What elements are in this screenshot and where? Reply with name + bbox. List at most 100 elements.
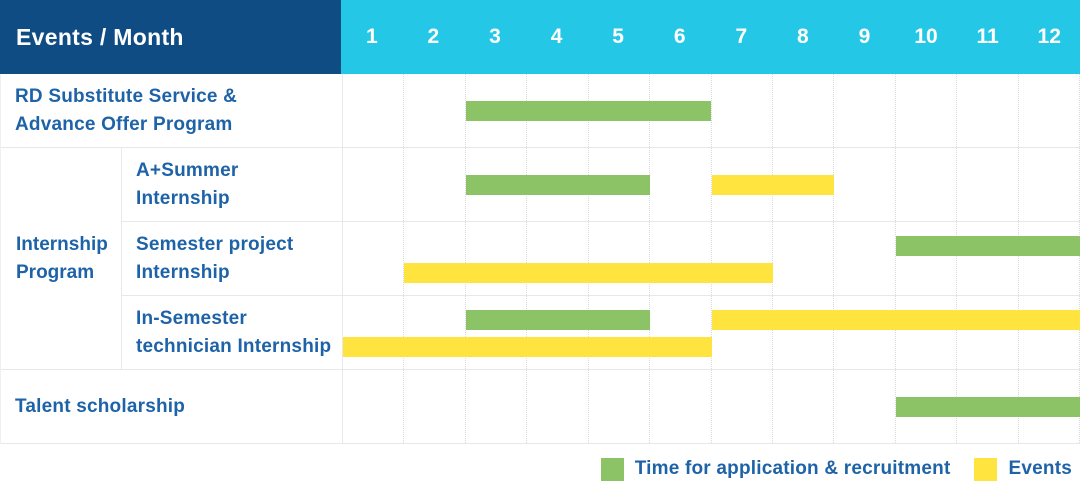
legend-item-events: Events xyxy=(974,457,1072,481)
month-label: 11 xyxy=(976,25,999,48)
month-cell xyxy=(589,370,651,443)
row-a-plus-summer-internship: A+Summer Internship xyxy=(121,148,1080,222)
month-cell xyxy=(404,148,466,221)
row-label-line: technician Internship xyxy=(136,335,332,357)
month-label: 4 xyxy=(550,25,563,48)
row-in-semester-technician-internship: In-Semester technician Internship xyxy=(121,296,1080,370)
group-label-line: Internship xyxy=(16,233,108,255)
month-cell xyxy=(773,370,835,443)
month-cell xyxy=(404,222,466,295)
month-cell xyxy=(957,296,1019,369)
legend-label: Events xyxy=(1008,458,1072,479)
row-label-rd-substitute: RD Substitute Service & Advance Offer Pr… xyxy=(1,74,342,147)
month-cell xyxy=(343,370,405,443)
month-cell xyxy=(1019,296,1080,369)
events-month-header: Events / Month xyxy=(0,0,341,74)
month-cell xyxy=(589,222,651,295)
chart-row-rd-substitute xyxy=(342,74,1080,147)
month-cell xyxy=(527,222,589,295)
month-cell xyxy=(343,296,405,369)
gantt-bar-green xyxy=(465,175,651,195)
month-cell xyxy=(527,296,589,369)
chart-row-semester-project xyxy=(342,222,1080,295)
month-cell xyxy=(343,222,405,295)
row-talent-scholarship: Talent scholarship xyxy=(1,370,1080,444)
gantt-bar-yellow xyxy=(711,175,835,195)
month-cell xyxy=(404,74,466,147)
month-cell xyxy=(834,74,896,147)
legend-item-application-recruitment: Time for application & recruitment xyxy=(600,457,951,481)
legend-swatch-yellow xyxy=(974,457,998,481)
month-cell xyxy=(650,222,712,295)
table-body: RD Substitute Service & Advance Offer Pr… xyxy=(0,74,1080,444)
month-cell xyxy=(466,370,528,443)
row-label-in-semester-technician: In-Semester technician Internship xyxy=(121,296,342,369)
month-cell xyxy=(712,222,773,295)
month-cell xyxy=(466,222,528,295)
month-cell xyxy=(957,222,1019,295)
group-sub-rows: A+Summer Internship Semester project Int… xyxy=(121,148,1080,370)
month-cell xyxy=(343,74,405,147)
month-label: 5 xyxy=(612,25,624,48)
month-cell xyxy=(1019,148,1080,221)
month-cell xyxy=(650,148,712,221)
row-label-line: Internship xyxy=(136,261,230,283)
legend: Time for application & recruitment Event… xyxy=(0,444,1080,494)
month-cell xyxy=(773,296,835,369)
gantt-bar-green xyxy=(895,397,1080,417)
row-label-semester-project: Semester project Internship xyxy=(121,222,342,295)
month-cell xyxy=(834,222,896,295)
month-label: 3 xyxy=(489,25,501,48)
month-label: 12 xyxy=(1037,25,1061,48)
month-cell xyxy=(404,296,466,369)
month-cell xyxy=(896,222,958,295)
month-label: 6 xyxy=(673,25,686,48)
row-semester-project-internship: Semester project Internship xyxy=(121,222,1080,296)
chart-row-talent-scholarship xyxy=(342,370,1080,443)
legend-label: Time for application & recruitment xyxy=(634,458,951,479)
row-rd-substitute-advance-offer: RD Substitute Service & Advance Offer Pr… xyxy=(1,74,1080,148)
chart-row-in-semester-technician xyxy=(342,296,1080,369)
month-label: 8 xyxy=(797,25,809,48)
row-label-line: In-Semester xyxy=(136,307,247,329)
month-cell xyxy=(404,370,466,443)
table-header-row: Events / Month 1 2 3 4 5 6 7 8 9 10 11 12 xyxy=(0,0,1080,74)
gantt-bar-yellow xyxy=(343,337,712,357)
month-label: 10 xyxy=(914,25,938,48)
month-cell xyxy=(773,222,835,295)
month-label: 9 xyxy=(858,25,871,48)
month-cell xyxy=(712,296,773,369)
month-label: 2 xyxy=(427,25,440,48)
month-cell xyxy=(650,296,712,369)
month-label: 1 xyxy=(365,25,378,48)
row-label-line: Semester project xyxy=(136,233,294,255)
row-label-line: Talent scholarship xyxy=(15,395,186,417)
month-cell xyxy=(834,148,896,221)
row-label-line: RD Substitute Service & xyxy=(15,85,238,107)
month-cell xyxy=(527,370,589,443)
gantt-bar-yellow xyxy=(404,263,773,283)
legend-swatch-green xyxy=(600,457,624,481)
month-cell xyxy=(957,148,1019,221)
row-label-a-plus-summer: A+Summer Internship xyxy=(121,148,342,221)
row-label-talent-scholarship: Talent scholarship xyxy=(1,370,342,443)
chart-row-a-plus-summer xyxy=(342,148,1080,221)
group-label-internship-program: Internship Program xyxy=(1,148,121,370)
month-header-row: 1 2 3 4 5 6 7 8 9 10 11 12 xyxy=(341,0,1080,74)
gantt-bar-green xyxy=(465,101,712,121)
month-cell xyxy=(896,74,958,147)
month-cell xyxy=(343,148,405,221)
month-cell xyxy=(1019,74,1080,147)
month-cell xyxy=(650,370,712,443)
month-cell xyxy=(957,74,1019,147)
gantt-bar-green xyxy=(465,310,651,330)
group-label-line: Program xyxy=(16,261,95,283)
month-cell xyxy=(712,370,773,443)
row-label-line: Advance Offer Program xyxy=(15,113,233,135)
month-cell xyxy=(589,296,651,369)
month-cell xyxy=(1019,222,1080,295)
gantt-bar-green xyxy=(895,236,1080,256)
month-cell xyxy=(896,296,958,369)
month-cell xyxy=(896,148,958,221)
month-cell xyxy=(834,370,896,443)
